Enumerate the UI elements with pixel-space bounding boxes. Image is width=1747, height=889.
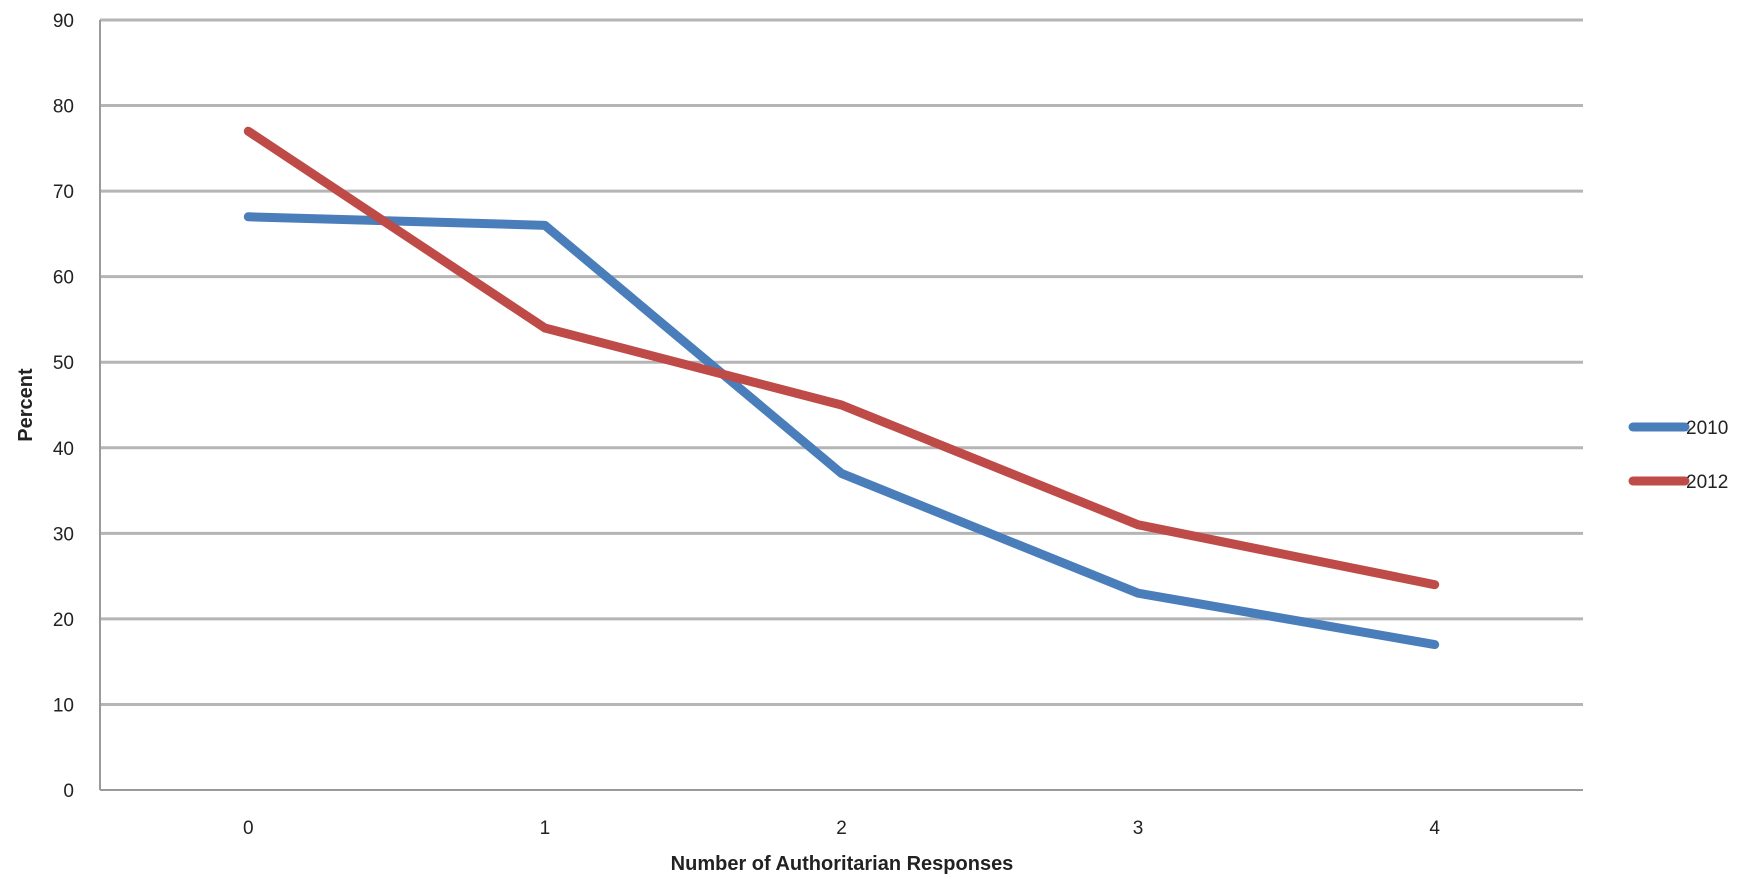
y-tick-labels: 0 10 20 30 40 50 60 70 80 90: [53, 11, 74, 802]
x-tick-label: 3: [1133, 818, 1144, 839]
y-tick-label: 70: [53, 182, 74, 203]
x-tick-label: 4: [1429, 818, 1440, 839]
x-tick-label: 0: [243, 818, 254, 839]
x-tick-label: 1: [540, 818, 551, 839]
x-tick-labels: 0 1 2 3 4: [243, 818, 1440, 839]
legend: 2010 2012: [1628, 418, 1728, 493]
y-tick-label: 10: [53, 695, 74, 716]
y-tick-label: 0: [63, 781, 74, 802]
y-tick-label: 80: [53, 97, 74, 118]
series-lines: [243, 126, 1440, 650]
series-line-2012: [243, 126, 1440, 590]
y-tick-label: 60: [53, 268, 74, 289]
y-tick-label: 40: [53, 439, 74, 460]
legend-label-2012: 2012: [1686, 472, 1728, 493]
y-tick-label: 90: [53, 11, 74, 32]
legend-label-2010: 2010: [1686, 418, 1728, 439]
y-tick-label: 20: [53, 610, 74, 631]
axes: [99, 20, 1583, 791]
gridlines: [100, 18, 1583, 706]
y-tick-label: 50: [53, 353, 74, 374]
y-axis-title: Percent: [15, 368, 37, 442]
y-tick-label: 30: [53, 524, 74, 545]
x-tick-label: 2: [836, 818, 847, 839]
x-axis-title: Number of Authoritarian Responses: [671, 853, 1014, 875]
series-line-2010: [243, 212, 1440, 650]
